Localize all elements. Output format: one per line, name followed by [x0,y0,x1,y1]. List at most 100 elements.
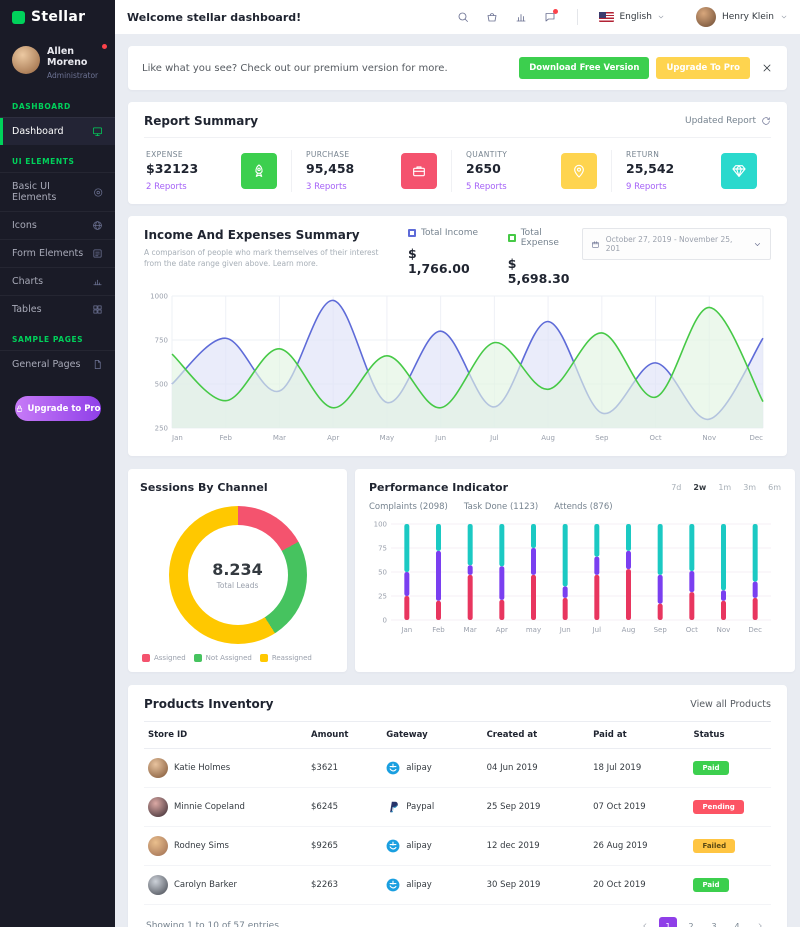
chevron-down-icon [780,13,788,21]
updated-report-button[interactable]: Updated Report [685,116,771,126]
performance-chart: 0 25 50 75 100 Jan Feb Mar Apr may Jun Jul Aug Sep Oct… [374,521,771,634]
top-navbar: Welcome stellar dashboard! English Henry… [115,0,800,34]
view-all-products-link[interactable]: View all Products [690,698,771,710]
stat-reports-link[interactable]: 3 Reports [306,182,347,192]
user-name: Henry Klein [721,12,774,22]
upgrade-label: Upgrade to Pro [27,403,101,414]
bar-chart-icon[interactable] [515,11,527,23]
performance-title: Performance Indicator [369,481,508,494]
income-legend-swatch [408,229,416,237]
stat-value: 2650 [466,161,501,176]
range-tab-6m[interactable]: 6m [768,483,781,492]
table-row[interactable]: Katie Holmes $3621 alipay 04 Jun 2019 18… [144,749,771,788]
page-button-2[interactable]: 2 [682,917,700,927]
expense-legend-swatch [507,234,516,242]
page-button-4[interactable]: 4 [728,917,746,927]
stat-label: EXPENSE [146,150,184,159]
nav-section-ui-elements: UI ELEMENTS [12,157,75,166]
svg-text:Jun: Jun [559,626,571,634]
products-title: Products Inventory [144,697,274,711]
legend-swatch [193,654,202,662]
stat-reports-link[interactable]: 9 Reports [626,182,667,192]
sidebar-item-tables[interactable]: Tables [0,295,115,323]
table-row[interactable]: Minnie Copeland $6245 Paypal 25 Sep 2019… [144,788,771,827]
date-range-picker[interactable]: October 27, 2019 - November 25, 201 [581,228,771,260]
col-store-id: Store ID [148,730,188,740]
paid-cell: 26 Aug 2019 [593,841,648,851]
range-tab-7d[interactable]: 7d [671,483,682,492]
stat-quantity: QUANTITY 2650 5 Reports [451,150,611,192]
svg-text:Dec: Dec [748,626,762,634]
range-tab-1m[interactable]: 1m [718,483,732,492]
amount-cell: $6245 [311,802,339,812]
stat-label: QUANTITY [466,150,508,159]
svg-text:Jan: Jan [400,626,412,634]
store-name: Carolyn Barker [174,880,238,890]
stat-reports-link[interactable]: 2 Reports [146,182,187,192]
total-expense-value: $ 5,698.30 [507,256,570,286]
donut-legend: Assigned Not Assigned Reassigned [140,654,335,662]
us-flag-icon [599,12,615,22]
chevron-down-icon [657,13,665,21]
alipay-icon [386,761,400,775]
stat-return: RETURN 25,542 9 Reports [611,150,771,192]
upgrade-to-pro-button[interactable]: Upgrade to Pro [14,396,101,421]
svg-text:Nov: Nov [717,626,731,634]
message-icon[interactable] [544,9,559,23]
col-gateway: Gateway [386,730,428,740]
briefcase-icon [401,153,437,189]
range-tab-2w[interactable]: 2w [693,483,707,492]
basket-icon[interactable] [486,11,498,23]
sidebar-item-general-pages[interactable]: General Pages [0,350,115,378]
sessions-by-channel-card: Sessions By Channel 8.234 Total Leads As… [128,469,347,672]
report-summary-title: Report Summary [144,114,259,128]
banner-text: Like what you see? Check out our premium… [142,62,448,74]
svg-text:Oct: Oct [649,434,661,442]
col-created-at: Created at [486,730,538,740]
showing-entries-text: Showing 1 to 10 of 57 entries [146,921,279,927]
divider [577,9,579,25]
page-button-1[interactable]: 1 [659,917,677,927]
chevron-down-icon [753,240,762,249]
table-row[interactable]: Carolyn Barker $2263 alipay 30 Sep 2019 … [144,866,771,905]
close-icon[interactable] [761,62,773,74]
prev-page-button[interactable] [636,917,654,927]
refresh-icon [761,116,771,126]
screen-icon [92,126,103,137]
download-free-version-button[interactable]: Download Free Version [519,57,650,79]
table-row[interactable]: Rodney Sims $9265 alipay 12 dec 2019 26 … [144,827,771,866]
next-page-button[interactable] [751,917,769,927]
range-tab-3m[interactable]: 3m [743,483,757,492]
svg-text:Sep: Sep [595,434,609,442]
svg-text:Sep: Sep [654,626,668,634]
stat-reports-link[interactable]: 5 Reports [466,182,507,192]
products-inventory-card: Products Inventory View all Products Sto… [128,685,787,927]
sidebar-item-basic-ui-elements[interactable]: Basic UI Elements [0,172,115,211]
svg-text:Aug: Aug [622,626,636,634]
sidebar-item-charts[interactable]: Charts [0,267,115,295]
alipay-icon [386,839,400,853]
language-dropdown[interactable]: English [599,12,665,22]
page-button-3[interactable]: 3 [705,917,723,927]
avatar [148,758,168,778]
disc-icon [93,187,103,198]
sidebar-item-label: Tables [12,304,42,315]
status-badge: Failed [693,839,736,853]
performance-legend-item: Task Done (1123) [463,502,539,512]
stat-label: RETURN [626,150,660,159]
sidebar-item-form-elements[interactable]: Form Elements [0,239,115,267]
income-legend-label: Total Income [421,228,478,238]
user-dropdown[interactable]: Henry Klein [695,7,788,27]
svg-text:25: 25 [378,593,387,601]
brand[interactable]: Stellar [0,0,115,34]
language-label: English [619,12,652,22]
search-icon[interactable] [457,11,469,23]
upgrade-to-pro-banner-button[interactable]: Upgrade To Pro [656,57,750,79]
performance-legend-item: Complaints (2098) [369,502,448,512]
sidebar-profile[interactable]: Allen Moreno Administrator [0,34,115,90]
income-expenses-title: Income And Expenses Summary [144,228,360,242]
file-icon [92,359,103,370]
sidebar-item-icons[interactable]: Icons [0,211,115,239]
donut-legend-item: Not Assigned [193,654,252,662]
sidebar-item-dashboard[interactable]: Dashboard [0,117,115,145]
